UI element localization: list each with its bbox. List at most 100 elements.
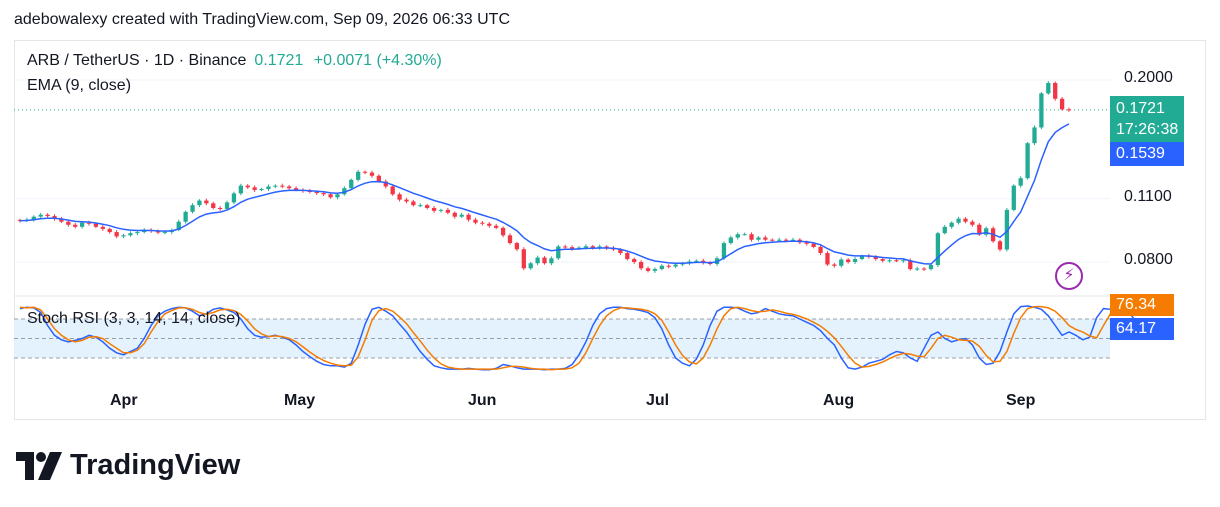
candle [984, 228, 989, 235]
stoch-d-line [19, 305, 1139, 371]
candle [500, 227, 506, 236]
candle [162, 232, 168, 234]
candle [128, 233, 133, 236]
candle [190, 205, 195, 212]
candle [963, 218, 968, 222]
candle [839, 259, 844, 266]
candle [86, 222, 92, 224]
candle [314, 192, 319, 194]
y-tick-label: 0.1100 [1124, 188, 1172, 205]
candle [356, 171, 361, 180]
price-tag-value: 0.1721 [1116, 100, 1165, 117]
countdown-value: 17:26:38 [1116, 121, 1179, 138]
stoch-k-tag: 64.17 [1110, 318, 1174, 340]
chart-panel[interactable] [14, 40, 1206, 420]
candle [549, 258, 554, 264]
candle [804, 242, 809, 244]
candle [452, 212, 457, 217]
candle [846, 259, 851, 262]
legend-price: 0.1721 [254, 52, 304, 69]
candle [431, 207, 437, 211]
candle [390, 186, 395, 195]
candle [1066, 109, 1072, 111]
candle [66, 221, 71, 225]
candle [238, 185, 243, 194]
candle [38, 214, 43, 217]
candle [542, 257, 547, 264]
candle [79, 222, 85, 227]
candle [425, 205, 430, 208]
candle [514, 243, 520, 250]
candle [183, 211, 188, 222]
tradingview-logo-icon [16, 451, 62, 480]
candle [211, 203, 216, 208]
candle [507, 235, 513, 244]
candle [673, 264, 678, 267]
candle [280, 185, 285, 187]
candle [1059, 98, 1065, 110]
x-tick-label: May [284, 392, 316, 409]
x-tick-label: Apr [110, 392, 138, 409]
candle [45, 214, 50, 217]
candle [666, 265, 671, 267]
candle [659, 265, 664, 270]
candle [777, 239, 782, 241]
candle [556, 246, 561, 259]
candle [632, 259, 637, 262]
legend-stoch-rsi[interactable]: Stoch RSI (3, 3, 14, 14, close) [27, 310, 241, 327]
candle [645, 268, 651, 271]
candle [894, 260, 899, 262]
candle [721, 243, 727, 259]
candle [852, 259, 858, 262]
candle [155, 231, 161, 233]
candle [832, 264, 837, 266]
candle [266, 186, 271, 190]
candle [404, 199, 409, 202]
candle [790, 239, 796, 241]
price-tag: 0.1721 17:26:38 [1110, 96, 1184, 142]
candle [535, 257, 540, 264]
legend-ema[interactable]: EMA (9, close) [27, 77, 132, 94]
candle [52, 216, 57, 219]
candle [100, 226, 105, 229]
candle [217, 207, 223, 209]
candle [293, 188, 299, 190]
candle [1046, 83, 1051, 94]
candle [1032, 127, 1037, 144]
candle [466, 214, 471, 220]
candle [970, 221, 975, 225]
candle [252, 187, 257, 190]
candle [31, 216, 36, 220]
candle [887, 260, 892, 262]
legend-symbol-row: ARB / TetherUS · 1D · Binance 0.1721 +0.0… [27, 52, 442, 70]
candle [438, 209, 444, 211]
candle [59, 218, 64, 222]
y-tick-label: 0.2000 [1124, 69, 1173, 86]
candle [915, 268, 920, 270]
candle [638, 262, 644, 269]
candle [487, 223, 492, 226]
lightning-icon[interactable]: ⚡ [1055, 262, 1083, 290]
candle [528, 263, 533, 269]
candle [818, 246, 823, 254]
candle [1053, 83, 1058, 99]
candle [770, 239, 775, 241]
candle [231, 193, 237, 203]
candle [224, 202, 230, 209]
candle [273, 185, 278, 187]
y-tick-label: 0.0800 [1124, 251, 1173, 268]
candle [625, 253, 630, 260]
candle [742, 234, 747, 236]
x-tick-label: Jun [468, 392, 497, 409]
candle [369, 172, 375, 176]
candle [694, 260, 699, 262]
candle [880, 259, 885, 261]
candle [935, 233, 941, 266]
candle [335, 194, 340, 198]
candle [590, 246, 595, 249]
candle [859, 255, 865, 260]
ema-tag: 0.1539 [1110, 142, 1184, 166]
candle [583, 246, 589, 248]
tradingview-logo[interactable]: TradingView [16, 449, 240, 482]
